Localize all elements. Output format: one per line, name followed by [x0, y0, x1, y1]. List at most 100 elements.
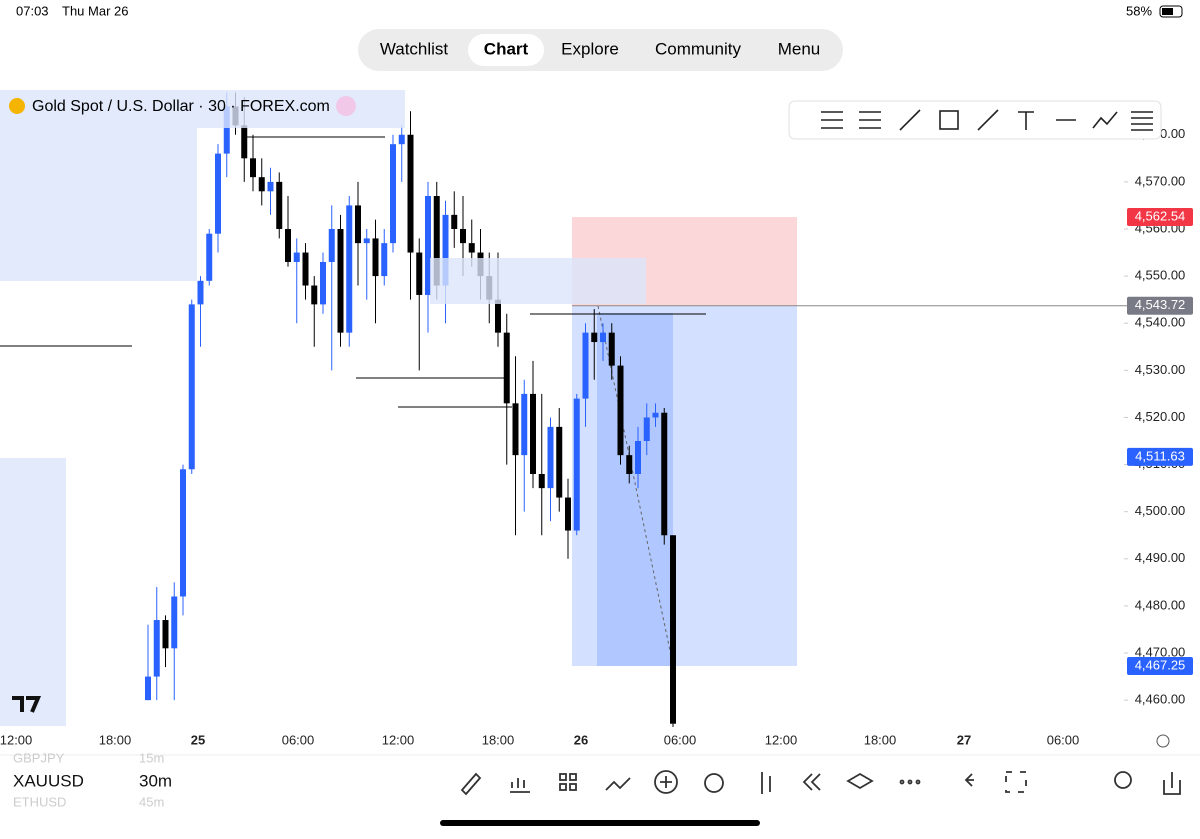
price-label-bg — [1127, 208, 1193, 227]
price-label: 4,562.54 — [1135, 208, 1186, 223]
candle-body — [565, 497, 571, 531]
candle-body — [258, 177, 265, 192]
y-tick-label: 4,500.00 — [1135, 503, 1186, 518]
candle-body — [337, 228, 344, 333]
candle-body — [328, 228, 335, 262]
zone — [0, 458, 66, 726]
interval[interactable]: 15m — [139, 750, 164, 765]
symbol[interactable]: GBPJPY — [13, 750, 65, 765]
candle-body — [171, 596, 178, 649]
candle-body — [188, 304, 195, 470]
tab[interactable]: Menu — [778, 39, 821, 58]
logo — [12, 696, 42, 713]
drawing-toolbar — [788, 100, 1162, 140]
candle-body — [285, 228, 291, 262]
candle-body — [250, 158, 256, 178]
candle-body — [556, 426, 563, 498]
tab[interactable]: Community — [655, 39, 741, 58]
status-date: Thu Mar 26 — [62, 3, 128, 18]
price-label: 4,543.72 — [1135, 297, 1186, 312]
y-tick-label: 4,460.00 — [1135, 692, 1186, 707]
candle-body — [652, 412, 659, 418]
x-tick-label: 06:00 — [282, 732, 315, 747]
price-label-bg — [1127, 447, 1193, 466]
candle-body — [433, 196, 440, 286]
candle-body — [276, 181, 283, 229]
candle-body — [468, 243, 475, 253]
candle-body — [608, 332, 615, 366]
drawing-tools[interactable] — [821, 109, 1153, 131]
x-tick-label: 12:00 — [765, 732, 798, 747]
interval[interactable]: 45m — [139, 794, 164, 809]
candle-body — [495, 299, 501, 333]
candle-body — [153, 620, 160, 677]
tab[interactable]: Watchlist — [380, 39, 449, 58]
battery-text: 58% — [1126, 3, 1152, 18]
candle-body — [573, 398, 580, 531]
settings-icon[interactable] — [1156, 734, 1170, 748]
candle-body — [180, 469, 186, 597]
symbol-title: Gold Spot / U.S. Dollar · 30 · FOREX.com — [32, 98, 330, 115]
candle-body — [503, 332, 510, 404]
candle-body — [530, 393, 536, 474]
candle-body — [512, 403, 519, 456]
interval[interactable]: 30m — [139, 771, 172, 790]
price-label: 4,467.25 — [1135, 657, 1186, 672]
x-tick-label: 12:00 — [382, 732, 415, 747]
candle-body — [162, 620, 169, 649]
candle-body — [320, 261, 326, 305]
y-tick-label: 4,550.00 — [1135, 268, 1186, 283]
indicator-badge[interactable] — [336, 96, 356, 116]
active-zone — [597, 313, 673, 666]
y-tick-label: 4,470.00 — [1135, 644, 1186, 659]
candle-body — [302, 252, 309, 286]
x-tick-label: 25 — [191, 732, 205, 747]
bottom-toolbar[interactable] — [460, 770, 1181, 796]
zone — [197, 90, 405, 128]
symbol-icon — [9, 98, 25, 114]
active-tab-bg[interactable] — [468, 34, 544, 66]
y-tick-label: 4,540.00 — [1135, 315, 1186, 330]
candle-body — [591, 332, 598, 343]
candle-body — [643, 417, 650, 442]
candle-body — [215, 153, 221, 234]
candle-body — [355, 205, 361, 244]
candle-body — [390, 144, 396, 244]
y-tick-label: 4,480.00 — [1135, 597, 1186, 612]
price-label-bg — [1127, 656, 1193, 675]
tab[interactable]: Chart — [484, 39, 529, 58]
candle-body — [521, 393, 528, 456]
candle-body — [363, 238, 370, 244]
candle-body — [145, 676, 151, 701]
candle-body — [372, 238, 379, 277]
candle-body — [407, 134, 414, 253]
candle-body — [293, 252, 300, 262]
candle-body — [223, 106, 230, 154]
symbol[interactable]: XAUUSD — [13, 771, 84, 790]
candle-body — [670, 535, 676, 724]
candle-body — [416, 252, 423, 295]
price-label-bg — [1127, 296, 1193, 315]
trend-dash — [597, 305, 674, 666]
candle-body — [311, 285, 318, 305]
tab[interactable]: Explore — [561, 39, 619, 58]
y-tick-label: 4,520.00 — [1135, 409, 1186, 424]
candle-body — [267, 181, 274, 192]
candle-body — [460, 228, 466, 244]
candle-body — [381, 243, 388, 277]
target-zone — [572, 305, 797, 666]
x-tick-label: 06:00 — [1047, 732, 1080, 747]
price-label: 4,511.63 — [1135, 448, 1185, 463]
candle-body — [661, 412, 668, 536]
x-tick-label: 18:00 — [864, 732, 897, 747]
zone — [0, 90, 197, 281]
candle-body — [626, 455, 633, 474]
x-tick-label: 18:00 — [99, 732, 132, 747]
candle-body — [197, 280, 204, 305]
symbol[interactable]: ETHUSD — [13, 794, 66, 809]
battery-icon — [1159, 5, 1183, 18]
x-tick-label: 18:00 — [482, 732, 515, 747]
y-tick-label: 4,530.00 — [1135, 362, 1186, 377]
candle-body — [346, 205, 353, 333]
